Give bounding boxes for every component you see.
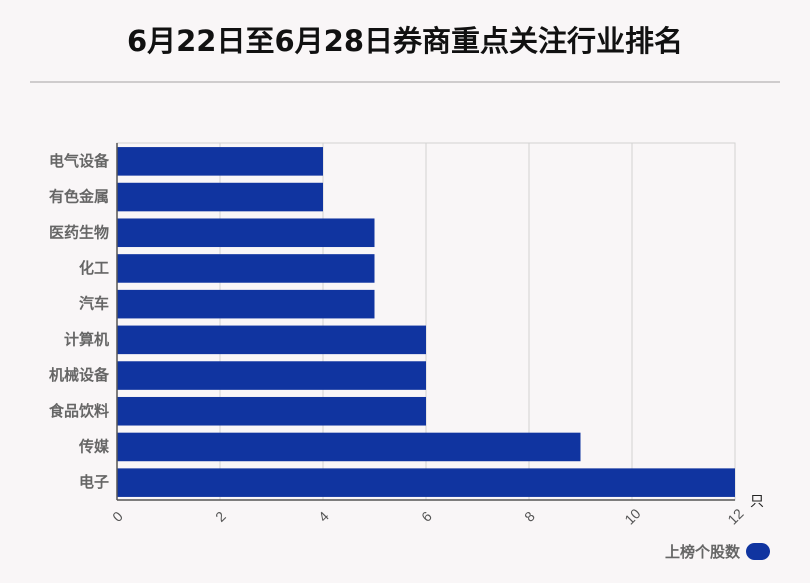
bar: [117, 218, 375, 248]
y-category-label: 食品饮料: [49, 402, 109, 420]
bar: [117, 432, 581, 462]
bar: [117, 254, 375, 283]
y-category-label: 机械设备: [49, 366, 110, 384]
legend-label: 上榜个股数: [664, 543, 740, 561]
x-axis-unit: 只: [750, 494, 764, 510]
x-tick-label: 2: [212, 508, 229, 525]
bar: [117, 147, 323, 176]
x-tick-label: 8: [521, 508, 538, 525]
x-tick-label: 10: [621, 505, 643, 527]
y-category-label: 传媒: [78, 437, 110, 455]
x-tick-label: 6: [418, 508, 435, 525]
bar: [117, 468, 735, 497]
title-divider: [30, 81, 780, 83]
y-category-label: 计算机: [64, 330, 109, 348]
x-tick-label: 12: [724, 505, 746, 527]
y-category-label: 汽车: [79, 295, 109, 313]
bar: [117, 396, 426, 426]
y-category-label: 医药生物: [49, 223, 109, 241]
y-category-label: 化工: [79, 259, 109, 277]
bar: [117, 361, 426, 390]
y-category-label: 电子: [79, 473, 109, 491]
legend-swatch: [746, 543, 770, 560]
y-category-label: 电气设备: [49, 152, 110, 170]
chart-title: 6月22日至6月28日券商重点关注行业排名: [126, 24, 684, 58]
legend[interactable]: 上榜个股数: [665, 541, 770, 562]
x-tick-label: 0: [109, 508, 126, 525]
bar: [117, 182, 323, 212]
x-tick-label: 4: [315, 508, 332, 525]
y-category-label: 有色金属: [49, 188, 109, 206]
bar: [117, 325, 426, 355]
bar: [117, 289, 375, 319]
